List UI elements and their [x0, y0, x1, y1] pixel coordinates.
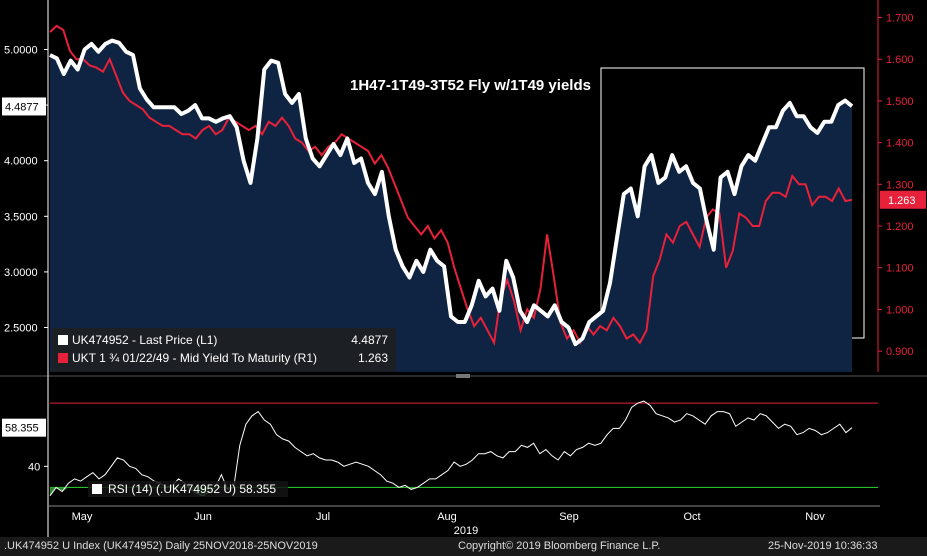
- legend-value-yield: 1.263: [357, 351, 388, 365]
- x-tick-label: Jun: [194, 511, 212, 523]
- right-tick-label: 1.300: [886, 179, 914, 191]
- right-tick-label: 1.400: [886, 138, 914, 150]
- right-last-yield-label: 1.263: [888, 195, 916, 207]
- legend-row-price: UK474952 - Last Price (L1) 4.4877: [58, 332, 392, 350]
- legend-label-price: UK474952 - Last Price (L1): [72, 333, 218, 347]
- rsi-legend-swatch: [92, 484, 102, 494]
- left-tick-label: 3.5000: [4, 211, 38, 223]
- x-tick-label: May: [72, 511, 93, 523]
- right-last-yield-tag: [880, 190, 926, 209]
- footer-timestamp: 25-Nov-2019 10:36:33: [768, 540, 878, 552]
- main-legend: UK474952 - Last Price (L1) 4.4877 UKT 1 …: [52, 328, 396, 372]
- left-tick-label: 4.0000: [4, 156, 38, 168]
- left-last-price-label: 4.4877: [5, 101, 39, 113]
- panel-resize-handle: [456, 374, 470, 378]
- x-tick-label: Jul: [316, 511, 330, 523]
- legend-row-yield: UKT 1 ¾ 01/22/49 - Mid Yield To Maturity…: [58, 350, 392, 368]
- left-tick-label: 2.5000: [4, 323, 38, 335]
- rsi-last-label: 58.355: [5, 423, 39, 435]
- rsi-legend: RSI (14) (.UK474952 U) 58.355: [88, 481, 288, 497]
- rsi-last-tag: [2, 418, 46, 437]
- legend-swatch-red: [58, 353, 68, 363]
- left-last-price-tag: [2, 97, 46, 116]
- right-tick-label: 1.100: [886, 263, 914, 275]
- x-tick-label: Nov: [805, 511, 825, 523]
- x-tick-label: Sep: [559, 511, 579, 523]
- right-tick-label: 1.600: [886, 54, 914, 66]
- axes: 5.00004.50004.00003.50003.00002.50004.48…: [0, 0, 927, 537]
- legend-swatch-white: [58, 335, 68, 345]
- legend-label-yield: UKT 1 ¾ 01/22/49 - Mid Yield To Maturity…: [72, 351, 317, 365]
- right-tick-label: 1.200: [886, 221, 914, 233]
- x-tick-label: Aug: [437, 511, 457, 523]
- right-tick-label: 0.900: [886, 346, 914, 358]
- left-tick-label: 5.0000: [4, 44, 38, 56]
- right-tick-label: 1.500: [886, 96, 914, 108]
- rsi-tick-label: 40: [28, 461, 40, 473]
- rsi-legend-label: RSI (14) (.UK474952 U) 58.355: [108, 482, 277, 496]
- right-tick-label: 1.000: [886, 304, 914, 316]
- price-series-line: [49, 38, 854, 347]
- main-price-panel: 1H47-1T49-3T52 Fly w/1T49 yields: [49, 24, 865, 372]
- footer-copyright: Copyright© 2019 Bloomberg Finance L.P.: [458, 540, 661, 552]
- x-axis-year-label: 2019: [454, 525, 478, 537]
- x-tick-label: Oct: [683, 511, 700, 523]
- footer-bar: .UK474952 U Index (UK474952) Daily 25NOV…: [0, 537, 927, 556]
- chart-title: 1H47-1T49-3T52 Fly w/1T49 yields: [350, 77, 591, 94]
- footer-index: .UK474952 U Index (UK474952) Daily 25NOV…: [4, 540, 318, 552]
- legend-value-price: 4.4877: [351, 333, 388, 347]
- right-tick-label: 1.700: [886, 13, 914, 25]
- left-tick-label: 3.0000: [4, 267, 38, 279]
